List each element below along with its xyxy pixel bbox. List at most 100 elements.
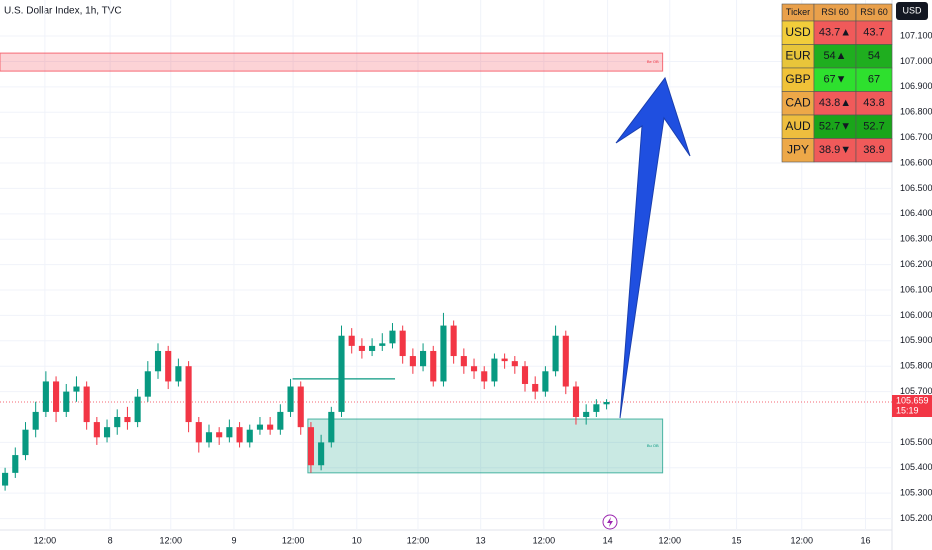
candle-body	[195, 422, 202, 443]
candle-body	[73, 386, 80, 392]
candle-body	[42, 381, 49, 412]
candle-body	[114, 416, 121, 428]
y-tick-label: 106.000	[900, 310, 932, 320]
order-block-zone	[0, 52, 664, 72]
x-tick-label: 9	[231, 535, 236, 545]
x-tick-label: 14	[603, 535, 613, 545]
candle-body	[287, 386, 294, 412]
candle-body	[236, 427, 243, 443]
x-tick-label: 10	[352, 535, 362, 545]
table-cell-text: 43.8	[863, 97, 884, 109]
candle-body	[379, 343, 386, 346]
candle-body	[63, 391, 70, 412]
zone-label: Bu OB	[647, 443, 659, 448]
candle-body	[53, 381, 60, 412]
candle-body	[93, 422, 100, 438]
candle-body	[542, 371, 549, 392]
candle-body	[532, 383, 539, 392]
currency-label[interactable]: USD	[902, 5, 922, 15]
candle-body	[338, 335, 345, 412]
table-header: Ticker	[786, 7, 810, 17]
x-tick-label: 12:00	[533, 535, 556, 545]
candle-body	[572, 386, 580, 417]
candle-body	[348, 335, 355, 346]
table-cell-text: CAD	[785, 95, 811, 109]
candle-body	[420, 350, 427, 367]
candle-body	[399, 330, 406, 357]
table-cell-text: 67▼	[823, 74, 846, 86]
y-tick-label: 106.200	[900, 259, 932, 269]
table-cell-text: AUD	[785, 119, 811, 133]
candle-body	[83, 386, 90, 423]
candle-body	[430, 350, 437, 382]
candle-body	[226, 427, 233, 438]
table-cell-text: EUR	[785, 48, 811, 62]
x-tick-label: 8	[108, 535, 113, 545]
candle-body	[165, 350, 172, 382]
table-cell	[855, 138, 893, 163]
table-cell-text: 67	[868, 74, 880, 86]
table-cell-text: 43.7	[863, 27, 884, 39]
last-price-box	[892, 395, 932, 418]
candle-body	[593, 404, 600, 412]
currency-button[interactable]	[896, 2, 928, 20]
table-cell-text: JPY	[787, 142, 809, 156]
order-block-zone	[307, 418, 664, 474]
candle-body	[32, 411, 39, 430]
y-tick-label: 107.100	[900, 30, 932, 40]
table-header: RSI 60	[860, 7, 888, 17]
x-tick-label: 15	[732, 535, 742, 545]
candle-body	[481, 371, 488, 382]
y-tick-label: 106.900	[900, 81, 932, 91]
y-tick-label: 106.400	[900, 208, 932, 218]
table-cell-text: 38.9	[863, 144, 884, 156]
candle-body	[124, 416, 131, 423]
y-tick-label: 106.100	[900, 284, 932, 294]
candle-body	[185, 366, 192, 423]
candle-body	[12, 455, 19, 473]
candle-body	[175, 366, 182, 382]
candle-body	[552, 335, 559, 372]
table-cell-text: 54▲	[823, 50, 846, 62]
y-tick-label: 106.500	[900, 183, 932, 193]
y-tick-label: 105.900	[900, 335, 932, 345]
candle-body	[583, 411, 590, 417]
x-tick-label: 12:00	[282, 535, 305, 545]
candle-body	[154, 350, 162, 372]
x-tick-label: 13	[476, 535, 486, 545]
candle-body	[22, 429, 29, 456]
table-cell-text: USD	[785, 25, 811, 39]
y-tick-label: 105.300	[900, 488, 932, 498]
candle-body	[216, 432, 223, 438]
candle-body	[511, 361, 518, 367]
candle-body	[440, 325, 447, 382]
candle-body	[369, 345, 376, 351]
x-tick-label: 12:00	[791, 535, 814, 545]
candle-body	[103, 427, 111, 438]
candle-body	[2, 472, 9, 486]
candle-body	[389, 330, 396, 344]
candle-body	[450, 325, 457, 357]
y-tick-label: 106.800	[900, 107, 932, 117]
table-cell-text: 54	[868, 50, 880, 62]
y-tick-label: 105.500	[900, 437, 932, 447]
candle-body	[328, 411, 335, 443]
last-price-label: 105.659	[896, 395, 929, 405]
y-tick-label: 105.200	[900, 513, 932, 523]
candle-body	[205, 432, 213, 443]
y-tick-label: 105.400	[900, 462, 932, 472]
candle-body	[358, 345, 365, 351]
candle-body	[501, 358, 508, 362]
y-tick-label: 105.700	[900, 386, 932, 396]
y-tick-label: 105.800	[900, 361, 932, 371]
candle-body	[297, 386, 304, 428]
x-tick-label: 16	[860, 535, 870, 545]
y-tick-label: 106.300	[900, 234, 932, 244]
candle-body	[409, 356, 416, 367]
candle-body	[460, 356, 467, 367]
candle-body	[521, 366, 529, 384]
x-tick-label: 12:00	[658, 535, 681, 545]
candle-body	[267, 424, 274, 430]
